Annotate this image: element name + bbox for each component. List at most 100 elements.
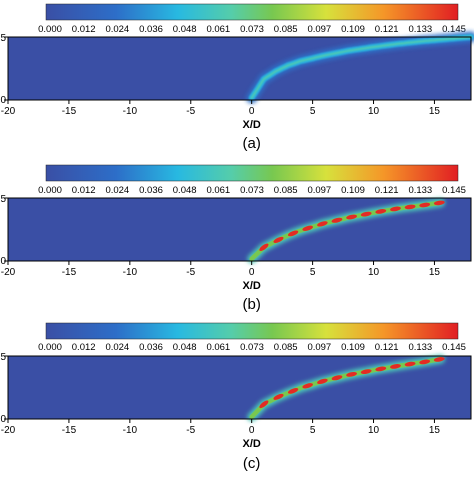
x-tick-label: -5 [186,267,195,278]
jet-peak-blob [360,211,372,217]
jet-peak-blob [375,366,387,372]
x-tick-label: -5 [186,106,195,117]
panel-c: 0.000 0.012 0.024 0.036 0.048 0.061 0.073 0.085… [0,322,472,472]
colorbar-tick-label: 0.036 [139,24,163,35]
colorbar-tick-label: 0.097 [307,342,331,353]
x-tick-label: -15 [62,267,77,278]
x-tick-label: 10 [368,425,380,436]
colorbar-tick-label: 0.121 [375,24,399,35]
colorbar-tick-label: 0.121 [375,342,399,353]
plot-frame [7,197,472,262]
panel-caption: (b) [243,296,261,313]
jet-peak-blob [360,369,372,375]
x-tick-label: 10 [368,106,380,117]
x-axis-title: X/D [243,280,261,292]
jet-peak-blob [346,371,358,377]
colorbar [45,322,459,340]
jet-peak-blob [404,204,416,210]
jet-peak-blob [302,383,314,389]
colorbar-tick-label: 0.048 [173,342,197,353]
colorbar-tick-label: 0.073 [240,24,264,35]
x-tick-label: -15 [62,425,77,436]
x-tick-label: 0 [249,267,255,278]
colorbar-tick-label: 0.061 [206,24,230,35]
jet-peak-blob [419,359,431,365]
y-tick-label: 5 [0,33,6,44]
y-tick-label: 0 [0,414,6,425]
colorbar-tick-label: 0.000 [38,185,62,196]
x-tick-label: 5 [310,106,316,117]
jet-peak-blob [259,400,269,409]
x-tick-label: 0 [249,106,255,117]
jet-peak-blob [390,364,401,369]
colorbar-tick-label: 0.085 [274,185,298,196]
x-tick-label: -10 [123,106,138,117]
colorbar-tick-label: 0.061 [206,342,230,353]
panel-caption: (c) [243,455,261,472]
colorbar-tick-label: 0.061 [206,185,230,196]
y-tick-label: 0 [0,256,6,267]
jet-peak-blob [273,236,284,243]
x-axis-title: X/D [243,119,261,131]
colorbar-tick-label: 0.048 [173,24,197,35]
panel-a: 0.000 0.012 0.024 0.036 0.048 0.061 0.073 0.085… [0,3,474,152]
colorbar-tick-label: 0.024 [105,342,129,353]
colorbar-tick-label: 0.145 [442,342,466,353]
colorbar-tick-label: 0.024 [105,185,129,196]
y-tick-label: 5 [0,352,6,363]
colorbar-tick-label: 0.133 [408,24,432,35]
colorbar [45,3,459,21]
x-tick-label: 5 [310,425,316,436]
colorbar-tick-label: 0.133 [408,185,432,196]
plot-frame [7,355,472,420]
colorbar-tick-label: 0.145 [442,185,466,196]
x-tick-label: -20 [1,106,16,117]
x-tick-label: 5 [310,267,316,278]
colorbar-tick-label: 0.000 [38,342,62,353]
jet-peak-blob [375,209,387,214]
jet-peak-blob [331,217,343,223]
jet-plume-core [250,36,472,99]
colorbar-tick-label: 0.012 [72,185,96,196]
colorbar [45,164,459,182]
x-tick-label: 15 [429,267,441,278]
jet-peak-blob [433,357,445,362]
x-axis-title: X/D [243,438,261,450]
colorbar-tick-label: 0.097 [307,24,331,35]
colorbar-tick-label: 0.036 [139,185,163,196]
colorbar-tick-label: 0.109 [341,24,365,35]
jet-peak-blob [287,388,299,394]
colorbar-tick-label: 0.073 [240,185,264,196]
jet-peak-blob [287,230,299,237]
x-tick-label: 0 [249,425,255,436]
jet-peak-blob [419,202,431,208]
jet-peak-blob [331,375,343,381]
colorbar-tick-label: 0.145 [442,24,466,35]
colorbar-tick-label: 0.109 [341,342,365,353]
y-tick-label: 0 [0,95,6,106]
x-tick-label: -20 [1,267,16,278]
x-tick-label: -20 [1,425,16,436]
jet-peak-blob [259,243,269,252]
x-tick-label: -15 [62,106,77,117]
colorbar-tick-label: 0.097 [307,185,331,196]
x-tick-label: -10 [123,267,138,278]
jet-peak-blob [404,361,416,367]
jet-peak-blob [317,378,328,385]
colorbar-tick-label: 0.024 [105,24,129,35]
x-tick-label: 10 [368,267,380,278]
x-tick-label: 15 [429,106,441,117]
jet-peak-blob [346,214,358,220]
colorbar-tick-label: 0.073 [240,342,264,353]
jet-peak-blob [390,206,401,212]
x-tick-label: -10 [123,425,138,436]
colorbar-tick-label: 0.085 [274,24,298,35]
colorbar-tick-label: 0.012 [72,24,96,35]
y-tick-label: 5 [0,194,6,205]
colorbar-tick-label: 0.085 [274,342,298,353]
jet-peak-blob [317,221,328,227]
colorbar-tick-label: 0.000 [38,24,62,35]
x-tick-label: -5 [186,425,195,436]
jet-peak-blob [433,200,445,206]
